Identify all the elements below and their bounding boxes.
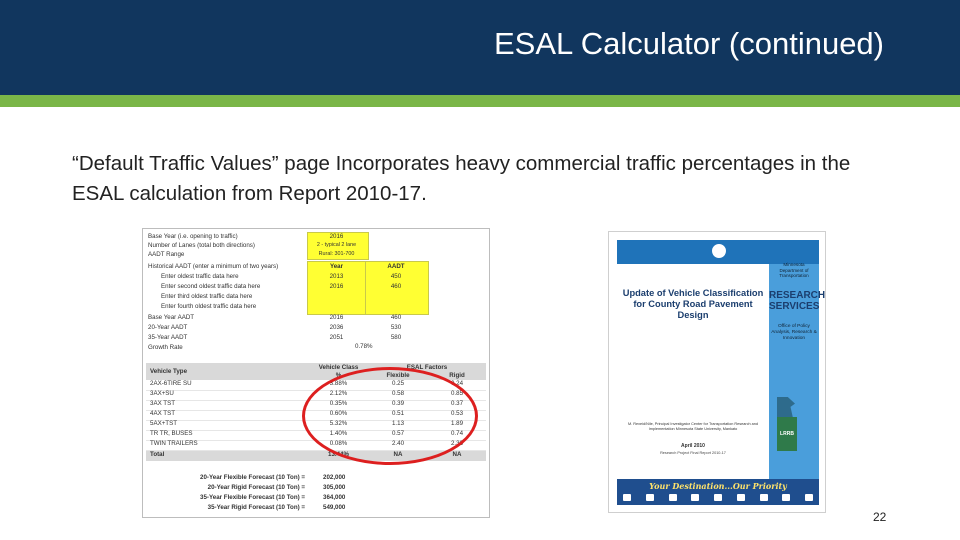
slide-body-text: “Default Traffic Values” page Incorporat…	[72, 152, 851, 205]
vehicle-type: 3AX+SU	[150, 390, 174, 397]
historical-row-year: 2013	[329, 273, 344, 280]
minnesota-map-icon	[777, 397, 795, 419]
vehicle-type: 3AX TST	[150, 400, 175, 407]
growth-rate-value: 0.78%	[355, 343, 373, 350]
transport-icon	[714, 494, 722, 501]
cover-report-id: Research Project Final Report 2010-17	[660, 451, 726, 455]
col-esal-factors: ESAL Factors	[406, 364, 448, 371]
forecast-value: 549,000	[323, 504, 346, 511]
historical-row-aadt: 460	[390, 283, 402, 290]
projection-aadt: 530	[390, 324, 402, 331]
projection-label: 35-Year AADT	[148, 334, 188, 341]
base-year-value: 2016	[329, 233, 344, 240]
historical-row-label: Enter third oldest traffic data here	[161, 293, 253, 300]
projection-year: 2016	[329, 314, 344, 321]
historical-year-header: Year	[329, 263, 344, 270]
historical-highlight	[307, 261, 429, 315]
transport-icon	[759, 494, 768, 501]
transport-icon	[736, 494, 745, 501]
forecast-value: 305,000	[323, 484, 346, 491]
cover-title: Update of Vehicle Classification for Cou…	[622, 288, 764, 320]
lanes-label: Number of Lanes (total both directions)	[148, 242, 255, 249]
page-number: 22	[873, 510, 887, 524]
vehicle-type: 5AX+TST	[150, 420, 177, 427]
historical-row-year: 2016	[329, 283, 344, 290]
accent-stripe	[0, 95, 960, 107]
forecast-value: 202,000	[323, 474, 346, 481]
col-vehicle-class: Vehicle Class	[318, 364, 359, 371]
projection-label: Base Year AADT	[148, 314, 195, 321]
transport-icon	[623, 494, 631, 501]
projection-label: 20-Year AADT	[148, 324, 188, 331]
forecast-label: 35-Year Rigid Forecast (10 Ton) =	[207, 504, 305, 511]
report-cover-image: Minnesota Department of Transportation R…	[608, 231, 826, 513]
base-year-label: Base Year (i.e. opening to traffic)	[148, 233, 238, 240]
historical-row-aadt: 450	[390, 273, 402, 280]
historical-label: Historical AADT (enter a minimum of two …	[148, 263, 279, 270]
vehicle-type: TR TR, BUSES	[150, 430, 193, 437]
cover-top-band	[617, 240, 819, 264]
total-label: Total	[150, 451, 165, 458]
cover-department: Minnesota Department of Transportation	[779, 262, 809, 278]
historical-row-label: Enter fourth oldest traffic data here	[161, 303, 257, 310]
cover-date: April 2010	[681, 443, 705, 449]
transport-icon	[645, 494, 654, 501]
transport-icons	[623, 494, 813, 502]
slide-title: ESAL Calculator (continued)	[494, 26, 884, 61]
vehicle-type: TWIN TRAILERS	[150, 440, 198, 447]
cover-research-services: RESEARCH SERVICES	[769, 290, 826, 312]
aadt-range-label: AADT Range	[148, 251, 185, 258]
highlight-circle	[302, 367, 478, 465]
lrrb-logo: LRRB	[777, 417, 797, 451]
lanes-value: 2 - typical 2 lane	[316, 242, 357, 248]
aadt-range-value: Rural: 301-700	[318, 251, 355, 257]
vehicle-type: 4AX TST	[150, 410, 175, 417]
historical-row-label: Enter oldest traffic data here	[161, 273, 239, 280]
projection-aadt: 580	[390, 334, 402, 341]
projection-year: 2051	[329, 334, 344, 341]
growth-rate-label: Growth Rate	[148, 344, 183, 351]
total-rigid: NA	[452, 451, 462, 458]
cover-slogan: Your Destination...Our Priority	[649, 481, 787, 491]
mndot-logo-icon	[710, 242, 728, 260]
col-rigid: Rigid	[449, 372, 465, 379]
forecast-value: 364,000	[323, 494, 346, 501]
forecast-label: 35-Year Flexible Forecast (10 Ton) =	[200, 494, 305, 501]
projection-year: 2036	[329, 324, 344, 331]
forecast-label: 20-Year Rigid Forecast (10 Ton) =	[207, 484, 305, 491]
transport-icon	[782, 494, 791, 501]
projection-aadt: 460	[390, 314, 402, 321]
historical-row-label: Enter second oldest traffic data here	[161, 283, 261, 290]
vehicle-type: 2AX-6TIRE SU	[150, 380, 192, 387]
cover-office: Office of Policy Analysis, Research & In…	[771, 324, 817, 341]
col-vehicle-type: Vehicle Type	[150, 368, 188, 375]
transport-icon	[668, 494, 677, 501]
historical-aadt-header: AADT	[387, 263, 405, 270]
transport-icon	[691, 494, 700, 501]
transport-icon	[805, 494, 813, 501]
cover-authors: M. Rexeid/Nile, Principal Investigator C…	[628, 422, 758, 431]
title-bar	[0, 0, 960, 95]
forecast-label: 20-Year Flexible Forecast (10 Ton) =	[200, 474, 305, 481]
esal-spreadsheet-image: Base Year (i.e. opening to traffic) 2016…	[142, 228, 490, 518]
input-highlight	[307, 232, 369, 260]
